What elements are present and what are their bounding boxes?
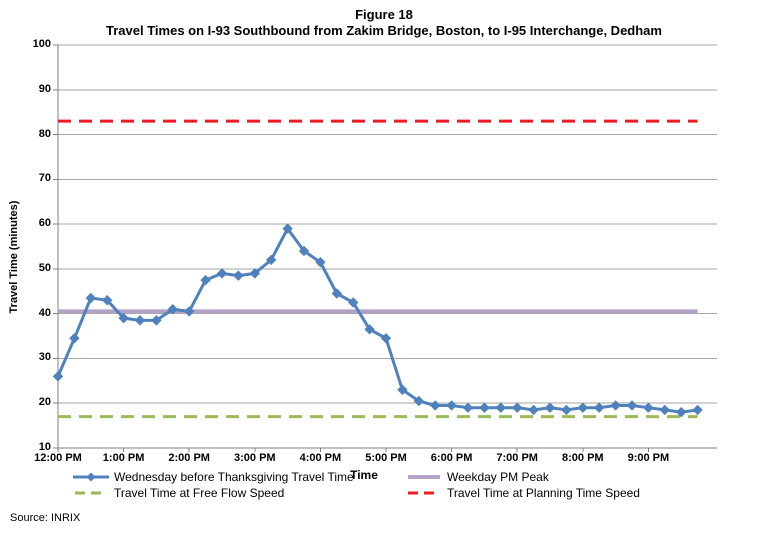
figure-number: Figure 18 — [355, 7, 413, 22]
x-axis-title: Time — [350, 468, 378, 482]
x-tick-label: 9:00 PM — [627, 452, 670, 464]
y-tick-label: 80 — [38, 127, 51, 140]
x-tick-label: 7:00 PM — [496, 452, 538, 464]
x-tick-label: 2:00 PM — [168, 452, 210, 464]
y-tick-label: 30 — [38, 351, 51, 364]
figure-title: Travel Times on I-93 Southbound from Zak… — [106, 23, 662, 38]
y-tick-label: 70 — [38, 172, 51, 185]
y-tick-label: 20 — [38, 396, 51, 409]
legend-label-planning-time: Travel Time at Planning Time Speed — [447, 486, 640, 500]
y-tick-label: 10 — [38, 441, 51, 453]
y-tick-label: 90 — [38, 82, 51, 95]
y-tick-label: 50 — [38, 261, 51, 274]
y-tick-label: 40 — [38, 306, 51, 319]
y-tick-label: 100 — [32, 38, 51, 50]
x-tick-label: 6:00 PM — [430, 452, 473, 464]
purple-line-icon — [408, 475, 440, 479]
legend-label-free-flow: Travel Time at Free Flow Speed — [114, 486, 285, 500]
y-tick-label: 60 — [38, 217, 51, 230]
x-tick-label: 8:00 PM — [562, 452, 604, 464]
x-tick-label: 3:00 PM — [234, 452, 276, 464]
x-tick-label: 4:00 PM — [299, 452, 342, 464]
legend-label-pm-peak: Weekday PM Peak — [447, 470, 549, 484]
source-note: Source: INRIX — [10, 512, 81, 524]
x-tick-label: 1:00 PM — [102, 452, 145, 464]
x-tick-label: 5:00 PM — [365, 452, 407, 464]
green-dashed-line-icon — [75, 491, 107, 495]
red-dashed-line-icon — [408, 491, 440, 495]
blue-line-diamond-icon — [73, 472, 109, 482]
legend-label-travel-time: Wednesday before Thanksgiving Travel Tim… — [114, 470, 354, 484]
x-tick-label: 12:00 PM — [34, 452, 82, 464]
